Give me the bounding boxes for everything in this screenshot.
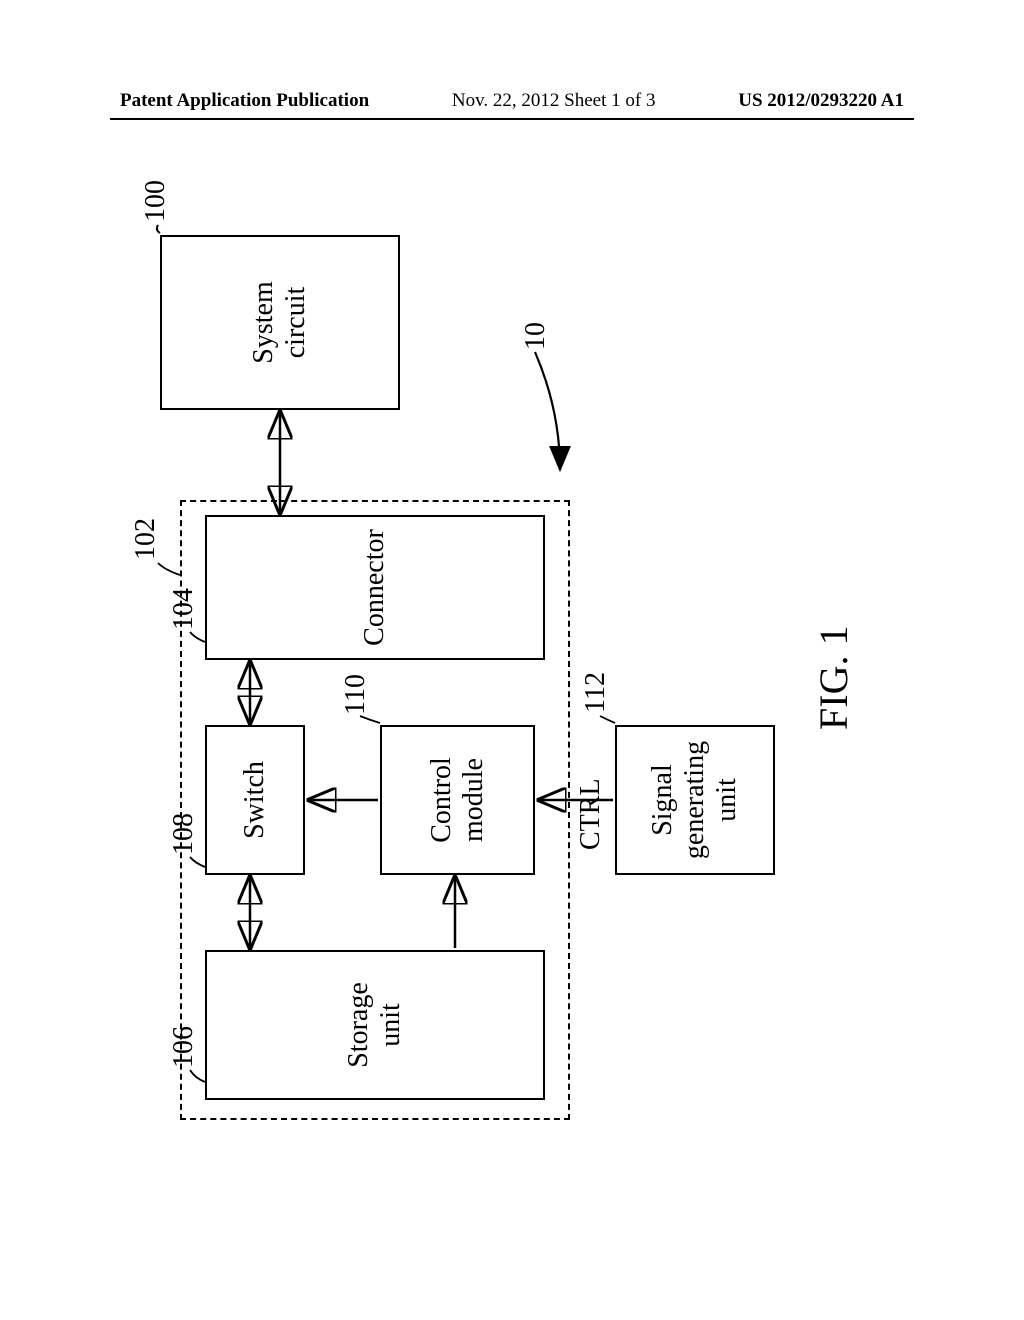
header-left: Patent Application Publication [120, 90, 369, 112]
ref-ctrl: CTRL [575, 778, 607, 850]
storage-unit-box: Storage unit [205, 950, 545, 1100]
figure-1: Storage unit Switch Control module Conne… [115, 170, 905, 1140]
control-module-label: Control module [426, 757, 490, 843]
system-circuit-box: System circuit [160, 235, 400, 410]
signal-generating-unit-label: Signal generating unit [647, 741, 743, 859]
diagram-canvas: Storage unit Switch Control module Conne… [130, 180, 890, 1130]
connector-label: Connector [359, 529, 391, 646]
ref-100: 100 [140, 180, 172, 222]
ref-112: 112 [580, 672, 612, 713]
ref-106: 106 [168, 1026, 200, 1068]
connector-box: Connector [205, 515, 545, 660]
header-mid: Nov. 22, 2012 Sheet 1 of 3 [452, 90, 656, 112]
ref-10: 10 [520, 322, 552, 350]
header-right: US 2012/0293220 A1 [738, 90, 904, 112]
switch-box: Switch [205, 725, 305, 875]
storage-unit-label: Storage unit [343, 982, 407, 1068]
page-header: Patent Application Publication Nov. 22, … [0, 90, 1024, 112]
control-module-box: Control module [380, 725, 535, 875]
switch-label: Switch [239, 761, 271, 839]
figure-label: FIG. 1 [810, 626, 857, 730]
ref-104: 104 [168, 588, 200, 630]
ref-102: 102 [130, 518, 162, 560]
header-rule [110, 118, 914, 120]
ref-108: 108 [168, 813, 200, 855]
ref-110: 110 [340, 674, 372, 715]
signal-generating-unit-box: Signal generating unit [615, 725, 775, 875]
system-circuit-label: System circuit [248, 281, 312, 363]
